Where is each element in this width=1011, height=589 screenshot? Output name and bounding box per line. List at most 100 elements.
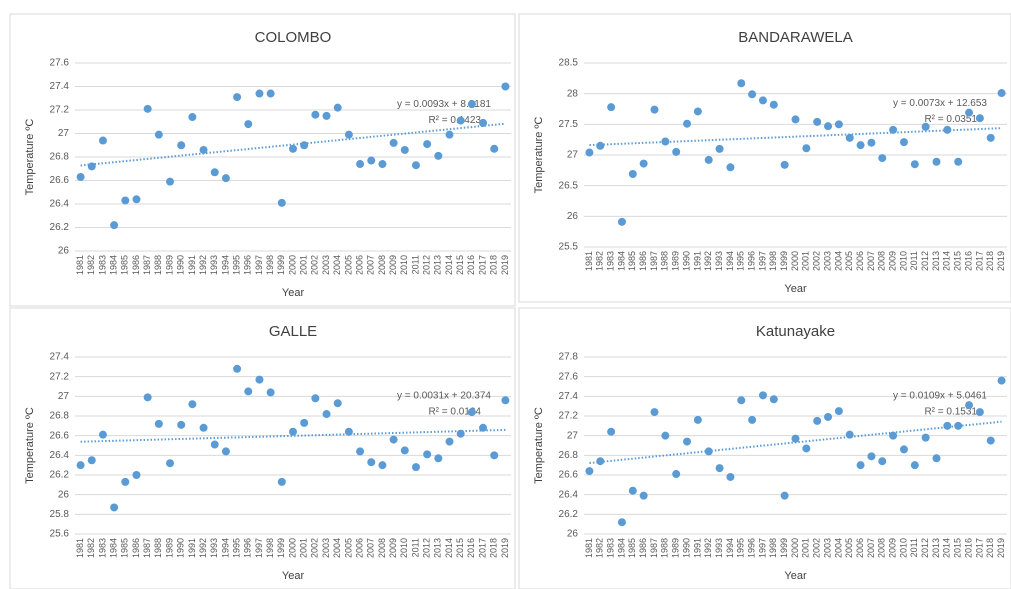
x-tick-label: 1994 [725, 251, 735, 271]
x-tick-label: 2002 [310, 538, 320, 558]
y-tick-label: 27.4 [50, 81, 70, 92]
data-point [356, 160, 365, 169]
x-tick-label: 1998 [768, 538, 778, 558]
data-point [856, 461, 865, 470]
data-point [845, 430, 854, 439]
x-tick-label: 2016 [466, 255, 476, 275]
data-point [899, 445, 908, 454]
x-tick-label: 1993 [714, 251, 724, 271]
chart-panel: COLOMBO 26 26.2 26.4 26.6 26.8 27 27.2 27.4 27.6 1… [9, 13, 516, 307]
x-tick-label: 2005 [844, 538, 854, 558]
data-point [378, 461, 387, 470]
data-point [758, 391, 767, 400]
x-tick-label: 1993 [209, 538, 219, 558]
data-point [501, 82, 510, 91]
x-tick-label: 1990 [176, 538, 186, 558]
x-tick-label: 1992 [198, 538, 208, 558]
data-point [300, 418, 309, 427]
x-tick-label: 2019 [996, 538, 1006, 558]
x-tick-label: 1983 [605, 251, 615, 271]
y-tick-label: 26.8 [50, 152, 70, 163]
x-tick-label: 1991 [187, 538, 197, 558]
data-point [628, 170, 637, 179]
data-point [802, 444, 811, 453]
data-point [889, 125, 898, 134]
data-point [932, 157, 941, 166]
y-tick-label: 26.4 [559, 489, 579, 500]
x-tick-label: 2003 [822, 251, 832, 271]
x-tick-label: 2019 [500, 538, 510, 558]
x-tick-label: 2001 [299, 255, 309, 275]
x-tick-label: 2018 [985, 251, 995, 271]
data-point [715, 464, 724, 473]
y-tick-label: 26 [58, 246, 70, 257]
x-tick-label: 2012 [920, 251, 930, 271]
y-tick-label: 28.5 [559, 58, 579, 69]
x-tick-label: 2000 [287, 538, 297, 558]
x-tick-label: 1993 [209, 255, 219, 275]
chart-title: Katunayake [756, 323, 835, 340]
data-point [607, 427, 616, 436]
x-tick-label: 1992 [703, 538, 713, 558]
x-tick-label: 1996 [243, 255, 253, 275]
x-tick-label: 1998 [768, 251, 778, 271]
data-point [479, 423, 488, 432]
data-point [110, 221, 119, 230]
data-point [824, 412, 833, 421]
x-tick-label: 2001 [801, 538, 811, 558]
x-tick-label: 2009 [887, 251, 897, 271]
chart-title: GALLE [269, 323, 317, 340]
x-tick-label: 2015 [953, 538, 963, 558]
data-point [672, 147, 681, 156]
trendline [589, 127, 1002, 147]
data-point [154, 419, 163, 428]
y-tick-label: 26.6 [559, 470, 579, 481]
x-tick-label: 1986 [131, 255, 141, 275]
trend-annotation: R² = 0.1423 [428, 115, 481, 126]
y-tick-label: 26 [567, 211, 579, 222]
data-point [715, 144, 724, 153]
data-point [266, 388, 275, 397]
x-tick-label: 2010 [399, 255, 409, 275]
data-point [311, 110, 320, 119]
y-tick-label: 26.4 [50, 450, 70, 461]
x-tick-label: 1982 [595, 251, 605, 271]
y-tick-label: 26.6 [50, 175, 70, 186]
y-tick-label: 26.8 [559, 450, 579, 461]
x-tick-label: 2015 [455, 255, 465, 275]
data-point [791, 434, 800, 443]
x-tick-label: 1985 [627, 251, 637, 271]
x-tick-label: 1982 [86, 538, 96, 558]
y-tick-label: 26.2 [50, 470, 70, 481]
trend-annotation: R² = 0.1531 [924, 407, 977, 418]
x-tick-label: 2006 [354, 538, 364, 558]
x-tick-label: 1989 [671, 538, 681, 558]
x-tick-label: 1984 [616, 251, 626, 271]
x-tick-label: 1997 [254, 255, 264, 275]
data-point [244, 120, 253, 129]
data-point [878, 457, 887, 466]
data-point [132, 471, 141, 479]
x-tick-label: 1999 [779, 538, 789, 558]
x-tick-label: 2010 [898, 251, 908, 271]
data-point [490, 451, 499, 460]
data-point [445, 130, 454, 139]
data-point [333, 103, 342, 112]
x-tick-label: 2002 [812, 251, 822, 271]
data-point [737, 396, 746, 405]
data-point [333, 399, 342, 408]
y-tick-label: 25.6 [50, 529, 70, 540]
data-point [997, 89, 1006, 98]
x-tick-label: 2002 [310, 255, 320, 275]
data-point [400, 446, 409, 455]
chart-title: BANDARAWELA [738, 29, 852, 46]
x-tick-label: 2005 [343, 255, 353, 275]
data-point [98, 136, 107, 145]
data-point [878, 154, 887, 163]
data-point [596, 141, 605, 150]
data-point [965, 108, 974, 117]
x-tick-label: 1983 [97, 255, 107, 275]
data-point [389, 138, 398, 147]
data-point [607, 103, 616, 112]
